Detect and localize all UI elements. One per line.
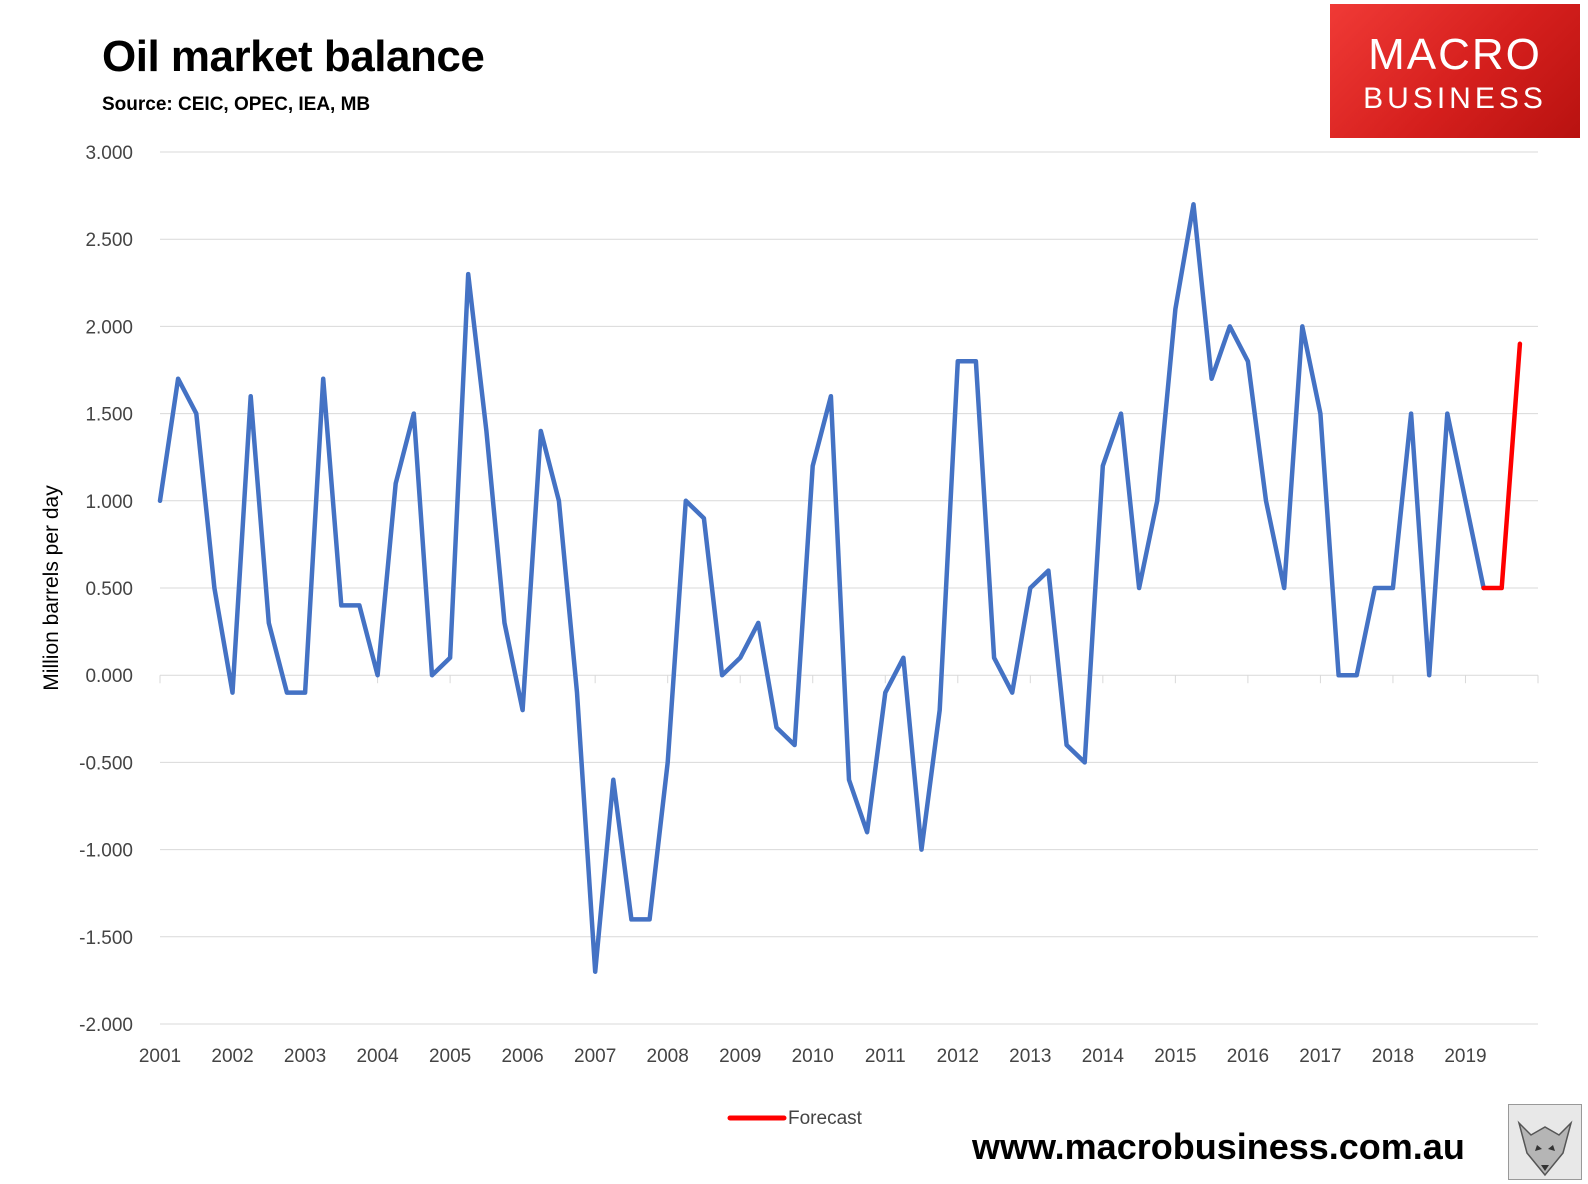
- x-tick-label: 2013: [1009, 1046, 1051, 1067]
- y-tick-label: 2.500: [85, 230, 133, 251]
- x-tick-label: 2007: [574, 1046, 616, 1067]
- y-tick-label: 3.000: [85, 143, 133, 164]
- y-tick-label: -1.500: [79, 928, 133, 949]
- x-tick-label: 2009: [719, 1046, 761, 1067]
- series-forecast-line: [1481, 341, 1523, 591]
- legend-forecast-label: Forecast: [788, 1108, 863, 1129]
- x-tick-label: 2015: [1154, 1046, 1196, 1067]
- series-lines: [157, 202, 1523, 974]
- x-tick-label: 2003: [284, 1046, 326, 1067]
- logo-text-macro: MACRO: [1368, 30, 1542, 79]
- x-tick-label: 2017: [1299, 1046, 1341, 1067]
- chart-title: Oil market balance: [102, 32, 485, 81]
- y-tick-label: -0.500: [79, 753, 133, 774]
- x-tick-label: 2008: [647, 1046, 689, 1067]
- chart-source: Source: CEIC, OPEC, IEA, MB: [102, 94, 371, 115]
- logo-text-business: BUSINESS: [1363, 82, 1547, 115]
- y-tick-label: -1.000: [79, 841, 133, 862]
- x-tick-label: 2016: [1227, 1046, 1269, 1067]
- y-tick-label: 0.000: [85, 666, 133, 687]
- y-tick-label: 0.500: [85, 579, 133, 600]
- y-tick-label: 1.500: [85, 405, 133, 426]
- y-tick-label: 2.000: [85, 317, 133, 338]
- x-tick-label: 2005: [429, 1046, 471, 1067]
- y-tick-label: 1.000: [85, 492, 133, 513]
- y-tick-label: -2.000: [79, 1015, 133, 1036]
- x-tick-label: 2011: [865, 1046, 906, 1067]
- macrobusiness-logo[interactable]: MACRO BUSINESS: [1330, 4, 1580, 138]
- y-axis-ticks: 3.000 2.500 2.000 1.500 1.000 0.500 0.000 -0.50…: [79, 143, 133, 1036]
- y-axis-label: Million barrels per day: [40, 485, 63, 691]
- x-tick-label: 2018: [1372, 1046, 1414, 1067]
- x-axis-ticks: 2001 2002 2003 2004 2005 2006 2007 2008 2009 2010…: [139, 1046, 1487, 1067]
- x-tick-label: 2006: [501, 1046, 543, 1067]
- x-tick-label: 2014: [1082, 1046, 1125, 1067]
- series-history-line: [157, 202, 1486, 974]
- gridlines: [159, 151, 1539, 1025]
- x-tick-label: 2004: [356, 1046, 399, 1067]
- wolf-logo-icon: [1508, 1104, 1582, 1180]
- legend: Forecast: [727, 1108, 863, 1129]
- x-tick-label: 2012: [937, 1046, 979, 1067]
- x-tick-label: 2019: [1444, 1046, 1486, 1067]
- website-url[interactable]: www.macrobusiness.com.au: [972, 1126, 1465, 1167]
- x-tick-label: 2002: [211, 1046, 253, 1067]
- x-tick-label: 2010: [792, 1046, 834, 1067]
- x-tick-label: 2001: [139, 1046, 181, 1067]
